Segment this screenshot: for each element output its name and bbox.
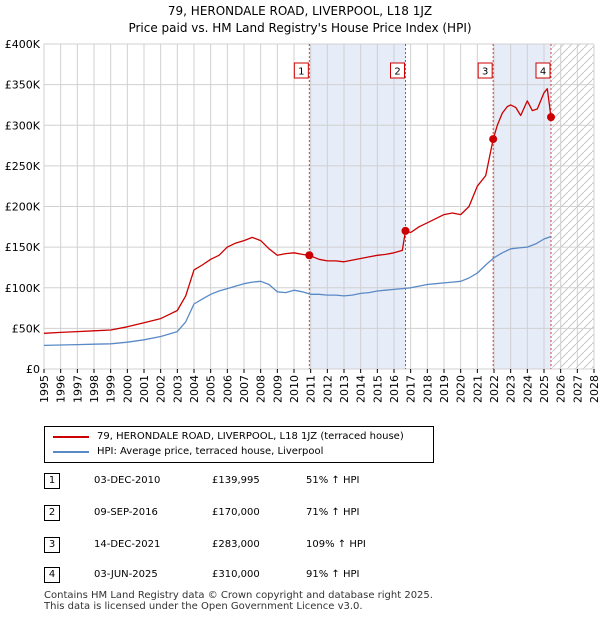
x-tick-label: 2006: [221, 375, 234, 403]
x-tick-label: 2013: [338, 375, 351, 403]
y-tick-label: £350K: [5, 79, 41, 92]
footer-note: Contains HM Land Registry data © Crown c…: [44, 590, 433, 612]
y-tick-label: £300K: [5, 119, 41, 132]
sale-label-box: [390, 62, 405, 79]
x-tick-label: 2011: [305, 375, 318, 403]
sale-label-text: 3: [482, 67, 488, 78]
x-tick-label: 1995: [38, 375, 51, 403]
property-series-line: [43, 88, 552, 334]
sale-price: £139,995: [212, 475, 260, 486]
x-tick-label: 2018: [421, 375, 434, 403]
sale-number: 2: [44, 505, 60, 521]
y-tick-label: £150K: [5, 241, 41, 254]
sale-label-box: [535, 62, 551, 79]
sale-hpi-change: 109% ↑ HPI: [306, 539, 366, 550]
sale-point: [489, 135, 498, 144]
y-tick-label: £250K: [5, 160, 41, 173]
x-tick-label: 2024: [521, 375, 534, 403]
sale-price: £170,000: [212, 507, 260, 518]
sale-label-box: [477, 62, 493, 79]
sale-row: 2 09-SEP-2016 £170,000 71% ↑ HPI: [44, 503, 444, 523]
sale-date: 14-DEC-2021: [94, 539, 161, 550]
sale-row: 3 14-DEC-2021 £283,000 109% ↑ HPI: [44, 535, 444, 555]
sale-number: 1: [44, 473, 60, 489]
legend-hpi-label: HPI: Average price, terraced house, Live…: [97, 446, 324, 457]
x-tick-label: 2014: [355, 375, 368, 403]
chart-title: 79, HERONDALE ROAD, LIVERPOOL, L18 1JZ: [167, 4, 433, 18]
sale-hpi-change: 51% ↑ HPI: [306, 475, 360, 486]
x-tick-label: 2020: [455, 375, 468, 403]
sale-date: 09-SEP-2016: [94, 507, 158, 518]
x-tick-label: 2005: [205, 375, 218, 403]
sale-label-text: 1: [298, 67, 304, 78]
legend: 79, HERONDALE ROAD, LIVERPOOL, L18 1JZ (…: [44, 426, 434, 463]
x-tick-label: 2025: [538, 375, 551, 403]
sale-label-text: 4: [540, 67, 546, 78]
y-tick-label: £200K: [5, 201, 41, 214]
sale-price: £310,000: [212, 569, 260, 580]
x-tick-label: 1997: [71, 375, 84, 403]
x-tick-label: 2000: [121, 375, 134, 403]
x-tick-label: 2002: [155, 375, 168, 403]
y-tick-label: £400K: [5, 38, 41, 51]
sale-point: [401, 226, 410, 235]
footer-licence: This data is licensed under the Open Gov…: [44, 601, 363, 612]
footer-copyright: Contains HM Land Registry data © Crown c…: [44, 590, 433, 601]
x-tick-label: 2010: [288, 375, 301, 403]
sale-label-text: 2: [394, 67, 400, 78]
sale-row: 1 03-DEC-2010 £139,995 51% ↑ HPI: [44, 471, 444, 491]
sale-number: 3: [44, 537, 60, 553]
x-tick-label: 2001: [138, 375, 151, 403]
sale-date: 03-JUN-2025: [94, 569, 158, 580]
x-tick-label: 2004: [188, 375, 201, 403]
hpi-series-line: [43, 235, 551, 347]
sale-label-box: [293, 62, 309, 79]
legend-hpi-swatch: [53, 451, 89, 453]
x-tick-label: 2008: [255, 375, 268, 403]
x-tick-label: 2023: [505, 375, 518, 403]
x-tick-label: 2027: [571, 375, 584, 403]
legend-property-label: 79, HERONDALE ROAD, LIVERPOOL, L18 1JZ (…: [97, 431, 404, 442]
sale-hpi-change: 91% ↑ HPI: [306, 569, 360, 580]
y-tick-label: £50K: [12, 322, 41, 335]
x-tick-label: 1996: [55, 375, 68, 403]
x-tick-label: 2016: [388, 375, 401, 403]
sale-point: [305, 251, 314, 260]
x-tick-label: 2015: [371, 375, 384, 403]
x-tick-label: 2003: [171, 375, 184, 403]
x-tick-label: 2017: [405, 375, 418, 403]
x-tick-label: 2009: [271, 375, 284, 403]
price-chart: 1 2 3 4 £0 £50K £100K £150K £200K £250K £300K £350…: [5, 38, 600, 403]
legend-property-swatch: [53, 436, 89, 438]
x-tick-label: 2021: [471, 375, 484, 403]
sale-number: 4: [44, 567, 60, 583]
chart-subtitle: Price paid vs. HM Land Registry's House …: [128, 21, 472, 35]
x-tick-label: 2028: [588, 375, 600, 403]
x-tick-label: 2019: [438, 375, 451, 403]
x-tick-label: 1999: [105, 375, 118, 403]
sale-point: [547, 113, 555, 122]
sale-row: 4 03-JUN-2025 £310,000 91% ↑ HPI: [44, 565, 444, 585]
sale-price: £283,000: [212, 539, 260, 550]
sale-hpi-change: 71% ↑ HPI: [306, 507, 360, 518]
x-tick-label: 2026: [555, 375, 568, 403]
y-tick-label: £100K: [5, 282, 41, 295]
x-tick-label: 2007: [238, 375, 251, 403]
y-tick-label: £0: [26, 363, 40, 376]
x-tick-label: 1998: [88, 375, 101, 403]
x-tick-label: 2012: [321, 375, 334, 403]
sale-date: 03-DEC-2010: [94, 475, 161, 486]
x-tick-label: 2022: [488, 375, 501, 403]
